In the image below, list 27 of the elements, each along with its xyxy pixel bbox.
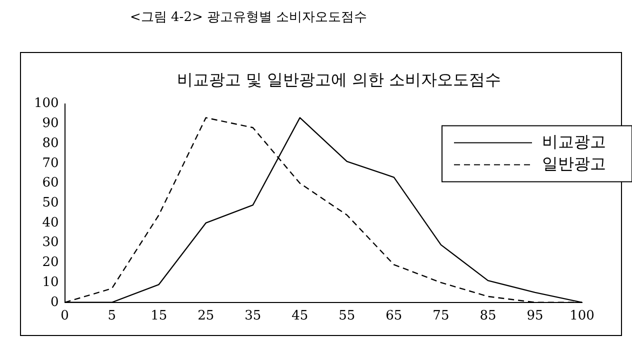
legend-label: 비교광고: [542, 132, 606, 151]
y-tick-label: 80: [42, 136, 59, 151]
y-tick-label: 0: [50, 294, 59, 310]
y-tick-label: 50: [42, 195, 59, 210]
y-tick-label: 100: [34, 96, 59, 112]
y-tick-label: 60: [42, 176, 59, 191]
x-tick-label: 15: [150, 308, 168, 324]
x-tick-label: 95: [526, 308, 544, 324]
x-tick-label: 100: [570, 308, 594, 324]
legend-label: 일반광고: [542, 154, 606, 173]
y-tick-label: 70: [42, 156, 59, 171]
x-tick-label: 35: [244, 308, 262, 324]
x-tick-label: 5: [108, 308, 116, 324]
x-tick-label: 45: [292, 308, 308, 324]
x-tick-label: 0: [60, 308, 69, 324]
y-tick-label: 20: [42, 255, 59, 270]
chart-title: 비교광고 및 일반광고에 의한 소비자오도점수: [176, 70, 502, 91]
y-tick-label: 10: [42, 274, 59, 290]
x-tick-label: 75: [432, 308, 450, 324]
y-tick-label: 90: [42, 116, 59, 132]
y-tick-label: 30: [42, 235, 59, 250]
x-tick-label: 55: [338, 308, 356, 324]
text: <그림 4-2> 광고유형별 소비자오도점수: [130, 9, 368, 26]
x-tick-label: 25: [198, 308, 214, 324]
y-tick-label: 40: [42, 215, 59, 230]
x-tick-label: 65: [386, 308, 402, 324]
x-tick-label: 85: [480, 308, 496, 324]
